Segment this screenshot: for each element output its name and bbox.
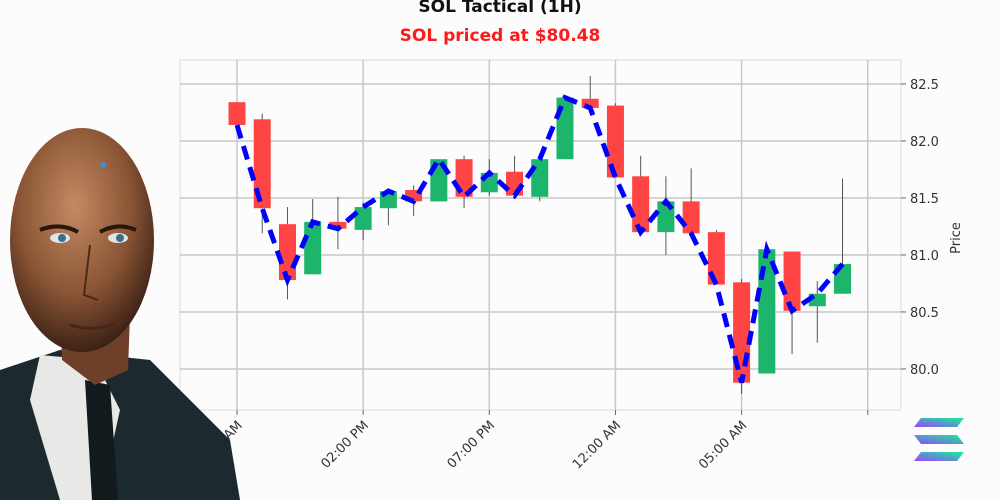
close-price-dashed-line (234, 94, 845, 384)
candle-down (278, 224, 296, 281)
y-tick-label: 82.0 (910, 135, 939, 150)
android-illustration (0, 128, 240, 500)
candle-down (228, 102, 246, 125)
candle-down (405, 189, 423, 202)
y-tick-label: 81.0 (910, 249, 939, 264)
y-axis-label: Price (949, 222, 964, 254)
x-tick-label: 07:00 PM (445, 418, 498, 471)
solana-logo (914, 418, 964, 461)
candle-up (304, 221, 322, 275)
y-tick-label: 80.5 (910, 306, 939, 321)
candle-up (531, 159, 549, 197)
candle-down (606, 105, 624, 178)
candle-up (758, 249, 776, 374)
chart-title: SOL Tactical (1H) (418, 0, 582, 17)
x-tick-label: 05:00 AM (696, 418, 750, 472)
candle-up (354, 207, 372, 230)
y-tick-label: 82.5 (910, 78, 939, 93)
plot-area (179, 59, 902, 411)
candle-down (581, 98, 599, 108)
x-tick-label: 02:00 PM (318, 418, 371, 471)
y-tick-label: 81.5 (910, 192, 939, 207)
candle-down (682, 201, 700, 234)
candle-down (329, 221, 347, 229)
candle-down (783, 251, 801, 311)
x-tick-label: 12:00 AM (570, 418, 624, 472)
y-tick-label: 80.0 (910, 363, 939, 378)
chart-subtitle: SOL priced at $80.48 (399, 26, 601, 46)
candle-down (253, 119, 271, 209)
candle-down (632, 176, 650, 233)
